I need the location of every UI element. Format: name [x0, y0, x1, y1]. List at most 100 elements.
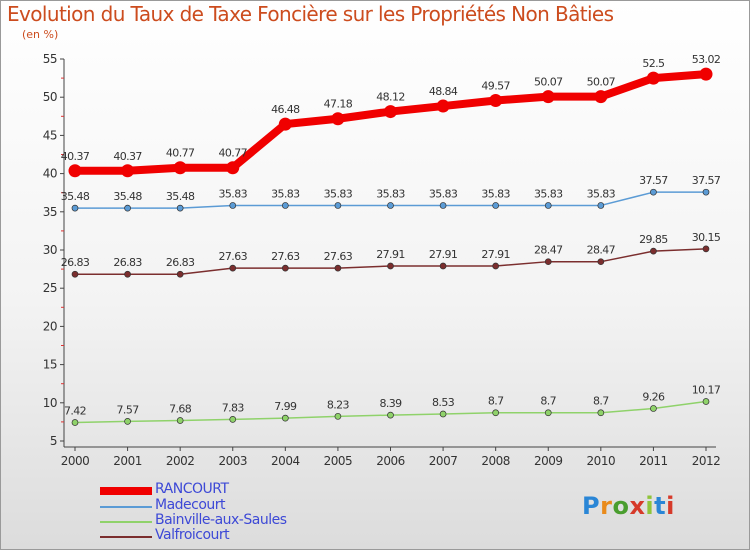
x-tick-label: 2005: [324, 454, 353, 468]
data-point: [71, 270, 79, 278]
data-point: [387, 411, 394, 419]
data-label: 7.83: [222, 401, 245, 414]
data-point: [597, 202, 605, 209]
logo-letter: x: [629, 492, 646, 520]
logo-letter: o: [612, 492, 630, 520]
data-label: 48.12: [376, 91, 405, 104]
data-point: [71, 204, 79, 212]
data-label: 35.48: [113, 190, 142, 203]
x-tick-label: 2011: [639, 454, 668, 468]
legend-swatch: [100, 487, 152, 495]
data-point: [646, 71, 660, 85]
y-tick-label: 45: [43, 128, 57, 142]
data-point: [702, 245, 710, 253]
logo-letter: i: [666, 492, 675, 520]
data-label: 35.83: [271, 187, 300, 200]
data-point: [650, 188, 657, 196]
data-label: 35.83: [481, 187, 510, 200]
logo-letter: i: [645, 492, 655, 520]
y-tick-label: 20: [43, 319, 57, 333]
x-tick-label: 2001: [113, 454, 142, 468]
data-point: [176, 204, 184, 212]
data-point: [702, 398, 710, 405]
data-point: [281, 202, 289, 209]
y-tick-label: 55: [43, 52, 57, 66]
y-tick-label: 50: [43, 90, 57, 104]
data-point: [281, 264, 289, 272]
data-label: 7.68: [169, 403, 192, 416]
logo-letter: P: [582, 492, 601, 520]
x-tick-label: 2002: [166, 454, 195, 468]
legend-swatch: [100, 536, 152, 538]
x-tick-label: 2003: [218, 454, 247, 468]
legend-label: Bainville-aux-Saules: [155, 512, 287, 528]
data-label: 28.47: [534, 244, 563, 257]
data-label: 35.83: [219, 187, 248, 200]
data-point: [492, 409, 500, 417]
data-point: [544, 258, 552, 266]
x-tick-label: 2012: [692, 454, 721, 468]
x-tick-label: 2000: [61, 454, 90, 468]
data-label: 8.7: [593, 395, 609, 408]
data-point: [281, 414, 289, 422]
y-tick-label: 30: [43, 243, 57, 257]
data-label: 26.83: [166, 256, 195, 269]
data-point: [331, 112, 345, 126]
data-label: 40.37: [61, 150, 90, 163]
data-point: [650, 405, 657, 412]
y-tick-label: 35: [43, 205, 57, 219]
data-point: [436, 99, 450, 113]
data-label: 7.57: [117, 403, 140, 416]
data-point: [650, 247, 657, 255]
data-label: 40.37: [113, 150, 142, 163]
data-point: [544, 202, 552, 209]
data-label: 35.83: [324, 187, 353, 200]
data-label: 8.7: [540, 395, 556, 408]
data-point: [334, 264, 342, 272]
y-tick-label: 40: [43, 167, 57, 181]
data-label: 8.39: [379, 397, 402, 410]
data-label: 50.07: [534, 76, 563, 89]
data-label: 26.83: [113, 256, 142, 269]
data-label: 49.57: [481, 79, 510, 92]
data-label: 9.26: [642, 390, 665, 403]
data-point: [229, 416, 237, 423]
data-label: 8.53: [432, 396, 455, 409]
data-label: 46.48: [271, 103, 300, 116]
data-label: 7.42: [64, 405, 86, 418]
legend-label: Madecourt: [155, 497, 226, 513]
y-axis-unit-label: (en %): [22, 28, 59, 41]
data-label: 7.99: [274, 400, 297, 413]
data-label: 37.57: [639, 174, 668, 187]
data-label: 52.5: [642, 57, 665, 70]
data-point: [226, 161, 240, 175]
data-point: [176, 417, 184, 424]
data-label: 40.77: [166, 147, 195, 160]
data-label: 35.83: [429, 187, 458, 200]
data-label: 8.7: [488, 395, 504, 408]
x-tick-label: 2008: [481, 454, 510, 468]
data-label: 37.57: [692, 174, 721, 187]
data-point: [124, 270, 131, 278]
data-point: [594, 90, 608, 104]
data-label: 35.83: [534, 187, 563, 200]
data-point: [597, 258, 605, 266]
data-label: 27.91: [429, 248, 458, 261]
data-label: 53.02: [692, 53, 721, 66]
data-label: 27.63: [271, 250, 300, 263]
data-point: [544, 409, 552, 417]
x-tick-label: 2010: [587, 454, 616, 468]
chart-title: Evolution du Taux de Taxe Foncière sur l…: [7, 2, 614, 26]
y-tick-label: 10: [43, 396, 57, 410]
data-label: 29.85: [639, 233, 668, 246]
x-tick-label: 2009: [534, 454, 563, 468]
data-point: [334, 412, 342, 420]
legend-swatch: [100, 521, 152, 523]
data-label: 27.91: [481, 248, 510, 261]
data-label: 35.83: [376, 187, 405, 200]
data-label: 10.17: [692, 384, 721, 397]
data-point: [71, 419, 79, 426]
y-tick-label: 25: [43, 281, 57, 295]
x-tick-label: 2006: [376, 454, 405, 468]
data-point: [229, 264, 237, 272]
